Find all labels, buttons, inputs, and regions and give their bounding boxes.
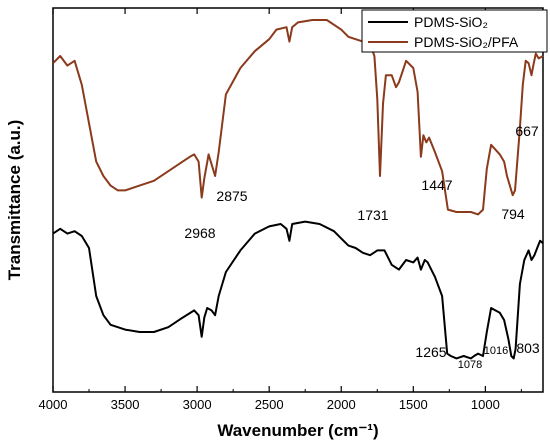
peak-label: 2875	[216, 188, 247, 204]
peak-label: 2968	[184, 225, 215, 241]
peak-label: 803	[516, 340, 540, 356]
legend-entry: PDMS-SiO₂/PFA	[414, 34, 519, 50]
peak-label: 794	[501, 206, 525, 222]
peak-label: 1731	[357, 207, 388, 223]
plot-frame	[52, 7, 544, 393]
x-tick-label: 4000	[39, 397, 68, 412]
series-layer	[52, 19, 544, 360]
peak-label: 1265	[415, 344, 446, 360]
x-tick-label: 1000	[471, 397, 500, 412]
series-line-2	[52, 19, 544, 216]
y-axis-title: Transmittance (a.u.)	[5, 120, 24, 281]
peak-label: 1447	[421, 177, 452, 193]
series-line-1	[52, 220, 544, 360]
x-tick-label: 3500	[111, 397, 140, 412]
x-axis-title: Wavenumber (cm⁻¹)	[217, 421, 378, 440]
legend-box	[361, 9, 548, 53]
peak-label: 1016	[484, 345, 508, 357]
x-tick-label: 2500	[255, 397, 284, 412]
axes: 4000 3500 3000 2500 2000 1500 1000	[39, 7, 544, 412]
legend-entry: PDMS-SiO₂	[414, 14, 488, 30]
legend: PDMS-SiO₂ PDMS-SiO₂/PFA	[361, 9, 548, 53]
x-tick-label: 3000	[183, 397, 212, 412]
peak-label: 1078	[458, 359, 482, 371]
peak-label: 667	[515, 123, 539, 139]
x-tick-label: 2000	[327, 397, 356, 412]
x-tick-label: 1500	[399, 397, 428, 412]
